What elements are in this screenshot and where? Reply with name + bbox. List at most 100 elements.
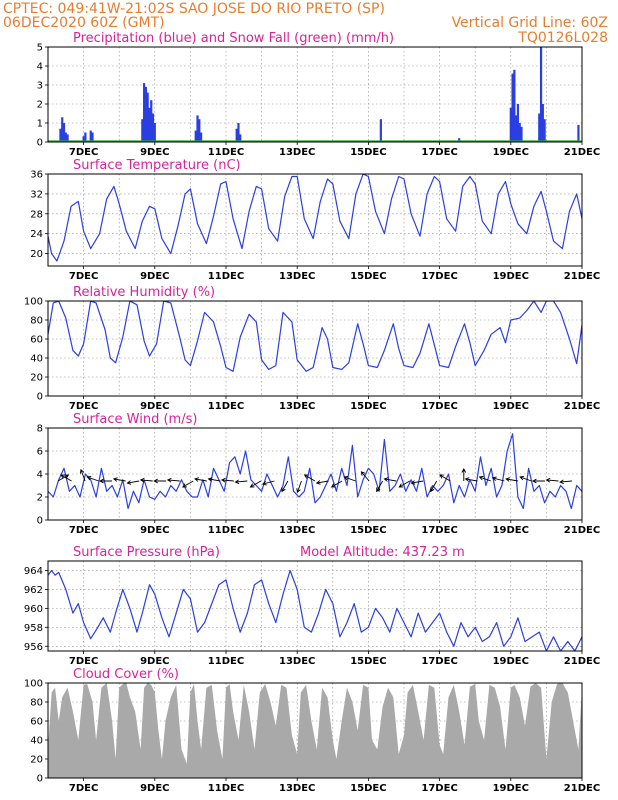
x-tick-label: 13DEC (279, 656, 315, 667)
panel-title: Precipitation (blue) and Snow Fall (gree… (73, 31, 394, 46)
precip-bar (237, 123, 240, 142)
y-tick-label: 32 (30, 189, 43, 200)
wind-direction-arrow-icon (139, 477, 153, 483)
wind-direction-arrow-icon (303, 474, 316, 482)
x-tick-label: 17DEC (421, 147, 457, 158)
header-line1-left: CPTEC: 049:41W-21:02S SAO JOSE DO RIO PR… (3, 1, 385, 17)
data-layer (48, 174, 582, 262)
header: CPTEC: 049:41W-21:02S SAO JOSE DO RIO PR… (3, 1, 608, 46)
x-tick-label: 13DEC (279, 271, 315, 282)
precip-bar (539, 47, 543, 142)
precip-bar (196, 115, 199, 142)
precip-bar (153, 123, 156, 142)
wind-direction-arrow-icon (505, 477, 518, 482)
y-tick-label: 960 (24, 604, 43, 615)
precip-bar (91, 132, 94, 142)
x-tick-label: 9DEC (140, 401, 169, 412)
plot-frame (47, 46, 583, 143)
data-layer (48, 569, 582, 651)
wind-direction-arrow-icon (360, 471, 370, 482)
y-tick-label: 0 (37, 774, 43, 785)
x-tick-label: 11DEC (208, 656, 244, 667)
plot-frame (47, 560, 583, 652)
x-tick-label: 19DEC (493, 525, 529, 536)
x-tick-label: 11DEC (208, 525, 244, 536)
wind-direction-arrow-icon (207, 477, 221, 482)
precip-bar (148, 107, 151, 142)
wind-direction-arrow-icon (461, 468, 467, 481)
wind-direction-arrow-icon (491, 476, 505, 482)
y-tick-label: 80 (30, 316, 43, 327)
precip-bar (194, 130, 197, 142)
x-tick-label: 7DEC (69, 147, 98, 158)
precip-bar (509, 107, 512, 142)
y-tick-label: 28 (30, 209, 43, 220)
x-tick-label: 7DEC (69, 525, 98, 536)
panel-rh: Relative Humidity (%) 0 20 40 60 80 100 7DEC 9DE… (24, 285, 600, 412)
y-tick-label: 2 (37, 493, 43, 504)
y-tick-label: 24 (30, 229, 43, 240)
x-tick-label: 17DEC (421, 656, 457, 667)
y-tick-label: 0 (37, 516, 43, 527)
x-tick-label: 9DEC (140, 147, 169, 158)
cloud-cover-area (48, 683, 582, 778)
header-line2-left: 06DEC2020 60Z (GMT) (3, 15, 165, 31)
x-tick-label: 13DEC (279, 525, 315, 536)
x-tick-label: 19DEC (493, 656, 529, 667)
x-tick-label: 9DEC (140, 271, 169, 282)
y-tick-label: 36 (30, 170, 43, 181)
precip-bar (541, 104, 544, 142)
x-tick-label: 21DEC (564, 525, 600, 536)
x-tick-label: 19DEC (493, 271, 529, 282)
wind-direction-arrow-icon (545, 477, 559, 483)
panel-cloud: Cloud Cover (%) 0 20 40 60 80 100 7DEC 9DEC 11DEC… (24, 667, 600, 794)
x-tick-label: 21DEC (564, 401, 600, 412)
precip-bar (577, 124, 580, 142)
y-tick-label: 60 (30, 717, 43, 728)
x-tick-label: 15DEC (350, 525, 386, 536)
precip-bar (59, 128, 62, 142)
wind-direction-arrow-icon (99, 478, 113, 484)
x-tick-label: 19DEC (493, 783, 529, 794)
wind-direction-arrow-icon (194, 477, 207, 482)
y-tick-label: 8 (37, 424, 43, 435)
precip-bar (61, 117, 64, 142)
x-tick-label: 13DEC (279, 401, 315, 412)
x-tick-label: 21DEC (564, 656, 600, 667)
wind-direction-arrow-icon (464, 477, 478, 482)
precip-bar (538, 113, 541, 142)
x-tick-label: 15DEC (350, 656, 386, 667)
wind-direction-arrow-icon (220, 477, 234, 483)
panel-wind: Surface Wind (m/s) 0 2 4 6 8 7DEC 9DEC 11DEC 13DE… (37, 412, 601, 536)
wind-direction-arrow-icon (60, 474, 72, 482)
wind-direction-arrow-icon (281, 480, 289, 493)
plot-frame (47, 427, 583, 521)
wind-direction-arrow-icon (153, 478, 167, 484)
panel-title: Relative Humidity (%) (73, 285, 215, 300)
wind-direction-arrow-icon (112, 477, 126, 482)
x-tick-label: 19DEC (493, 401, 529, 412)
precip-bar (62, 123, 66, 142)
precip-bar (143, 83, 146, 142)
y-tick-label: 80 (30, 698, 43, 709)
x-tick-label: 17DEC (421, 401, 457, 412)
wind-direction-arrow-icon (182, 480, 194, 488)
wind-direction-arrow-icon (249, 480, 262, 488)
precip-bar (235, 128, 238, 142)
data-layer (48, 47, 582, 142)
panel-title: Cloud Cover (%) (73, 667, 179, 682)
y-tick-label: 100 (24, 297, 43, 308)
y-tick-label: 1 (37, 119, 43, 130)
y-tick-label: 0 (37, 392, 43, 403)
y-tick-label: 20 (30, 249, 43, 260)
x-tick-label: 17DEC (421, 525, 457, 536)
x-tick-label: 15DEC (350, 271, 386, 282)
x-tick-label: 9DEC (140, 656, 169, 667)
wind-direction-arrow-icon (315, 480, 329, 485)
x-tick-label: 13DEC (279, 147, 315, 158)
panel-title: Surface Wind (m/s) (73, 412, 197, 427)
y-tick-label: 20 (30, 373, 43, 384)
x-tick-label: 7DEC (69, 783, 98, 794)
precip-bar (89, 130, 92, 142)
precip-bar (146, 92, 149, 142)
